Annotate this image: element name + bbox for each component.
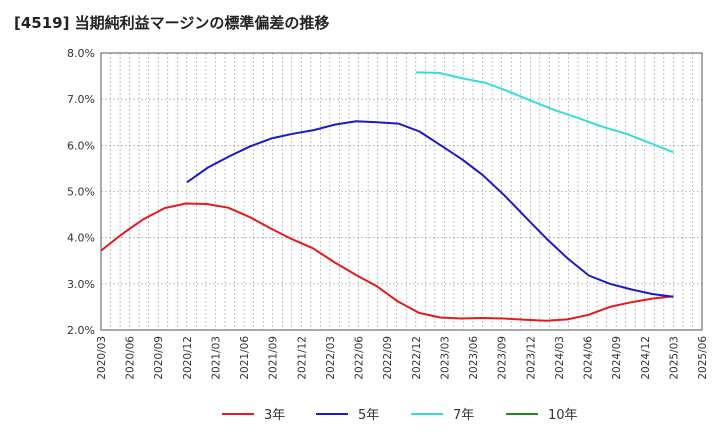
x-tick-label: 2021/03 bbox=[210, 336, 222, 380]
x-tick-label: 2024/06 bbox=[583, 336, 595, 380]
x-tick-label: 2020/03 bbox=[96, 336, 108, 380]
legend-label-10年: 10年 bbox=[548, 408, 578, 423]
x-tick-label: 2021/12 bbox=[296, 336, 308, 380]
x-tick-label: 2024/12 bbox=[640, 336, 652, 380]
y-tick-label: 8.0% bbox=[67, 47, 95, 60]
y-tick-label: 4.0% bbox=[67, 232, 95, 245]
plot-border bbox=[100, 52, 703, 331]
legend-label-3年: 3年 bbox=[264, 408, 285, 423]
x-tick-label: 2023/12 bbox=[525, 336, 537, 380]
x-tick-label: 2022/12 bbox=[411, 336, 423, 380]
x-tick-label: 2022/09 bbox=[382, 336, 394, 380]
series-line-3年 bbox=[100, 202, 674, 322]
y-tick-label: 2.0% bbox=[67, 324, 95, 337]
x-tick-label: 2020/09 bbox=[153, 336, 165, 380]
series-line-7年 bbox=[415, 71, 674, 154]
x-tick-label: 2023/06 bbox=[468, 336, 480, 380]
legend-label-7年: 7年 bbox=[453, 408, 474, 423]
x-tick-label: 2020/12 bbox=[182, 336, 194, 380]
y-tick-label: 7.0% bbox=[67, 93, 95, 106]
x-tick-label: 2022/06 bbox=[354, 336, 366, 380]
x-tick-label: 2023/03 bbox=[439, 336, 451, 380]
x-tick-label: 2024/09 bbox=[611, 336, 623, 380]
x-tick-label: 2025/03 bbox=[668, 336, 680, 380]
y-tick-label: 3.0% bbox=[67, 278, 95, 291]
x-tick-label: 2025/06 bbox=[697, 336, 709, 380]
x-tick-label: 2022/03 bbox=[325, 336, 337, 380]
x-tick-label: 2023/09 bbox=[497, 336, 509, 380]
chart-title: [4519] 当期純利益マージンの標準偏差の推移 bbox=[14, 14, 330, 32]
x-tick-label: 2024/03 bbox=[554, 336, 566, 380]
series-line-5年 bbox=[186, 120, 674, 298]
x-tick-label: 2021/09 bbox=[268, 336, 280, 380]
x-tick-label: 2021/06 bbox=[239, 336, 251, 380]
legend-label-5年: 5年 bbox=[358, 408, 379, 423]
x-tick-label: 2020/06 bbox=[125, 336, 137, 380]
y-tick-label: 5.0% bbox=[67, 186, 95, 199]
y-tick-label: 6.0% bbox=[67, 139, 95, 152]
